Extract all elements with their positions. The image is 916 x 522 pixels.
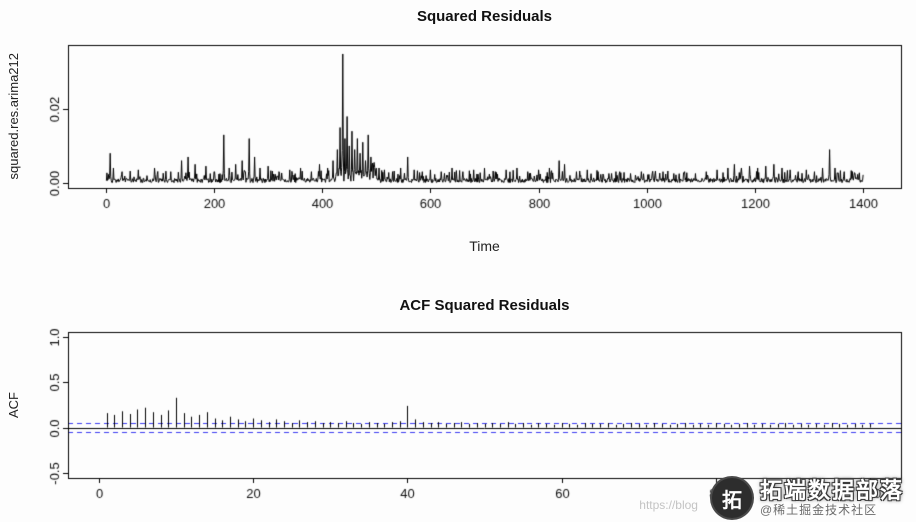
x-axis-label-time: Time bbox=[469, 238, 500, 254]
squared-residuals-canvas bbox=[0, 35, 916, 225]
watermark: https://blog 拓 拓端数据部落 @稀土掘金技术社区 bbox=[639, 478, 904, 518]
watermark-logo-icon: 拓 bbox=[711, 478, 752, 518]
chart-title-acf: ACF Squared Residuals bbox=[399, 297, 570, 314]
chart-title-squared-residuals: Squared Residuals bbox=[416, 8, 553, 25]
watermark-text: 拓端数据部落 @稀土掘金技术社区 bbox=[759, 477, 904, 517]
acf-canvas bbox=[0, 320, 916, 522]
watermark-logo-glyph: 拓 bbox=[721, 489, 742, 512]
watermark-title: 拓端数据部落 bbox=[759, 477, 904, 503]
watermark-url: https://blog bbox=[639, 498, 698, 512]
watermark-subtitle: @稀土掘金技术社区 bbox=[759, 503, 878, 517]
